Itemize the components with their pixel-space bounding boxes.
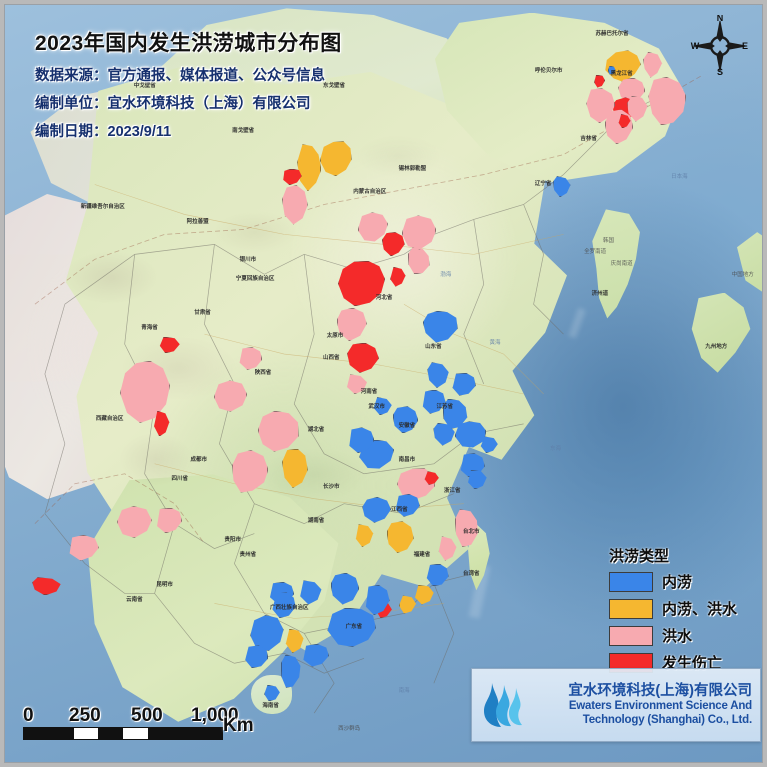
- water-droplet-wave-logo-icon: [472, 679, 534, 731]
- legend-swatch-waterlogging-and-flood: [609, 598, 653, 619]
- scale-tick-0: 0: [23, 705, 34, 726]
- legend-item-casualties[interactable]: 发生伤亡: [609, 652, 759, 673]
- compass-east-label: E: [742, 41, 748, 51]
- scale-tick-labels: 0 250 500 1,000: [23, 705, 245, 727]
- legend-title: 洪涝类型: [609, 548, 670, 565]
- scale-tick-2: 500: [131, 705, 163, 726]
- scale-unit-label: Km: [223, 715, 254, 736]
- company-name-en-line2: Technology (Shanghai) Co., Ltd.: [582, 713, 752, 726]
- company-name: 宜水环境科技(上海)有限公司 Ewaters Environment Scien…: [534, 683, 760, 727]
- subtitle-date: 编制日期：2023/9/11: [35, 124, 172, 140]
- legend-label-casualties: 发生伤亡: [662, 655, 723, 672]
- scale-bar: 0 250 500 1,000 Km: [23, 705, 254, 740]
- compass-south-label: S: [717, 67, 723, 77]
- north-arrow: N S E W: [690, 13, 750, 77]
- legend-label-waterlogging-and-flood: 内涝、洪水: [662, 601, 738, 618]
- page-title: 2023年国内发生洪涝城市分布图: [35, 32, 342, 55]
- compass-west-label: W: [691, 41, 700, 51]
- company-logo-box: 宜水环境科技(上海)有限公司 Ewaters Environment Scien…: [471, 668, 761, 742]
- company-name-en-line1: Ewaters Environment Science And: [568, 699, 752, 712]
- scale-tick-3: 1,000: [191, 705, 239, 726]
- legend-label-waterlogging: 内涝: [662, 574, 693, 591]
- legend-label-flood: 洪水: [662, 628, 693, 645]
- legend-item-waterlogging-and-flood[interactable]: 内涝、洪水: [609, 598, 759, 619]
- subtitle-data-source: 数据来源：官方通报、媒体报道、公众号信息: [35, 68, 325, 84]
- scale-track: [23, 727, 223, 740]
- title-block: 2023年国内发生洪涝城市分布图 数据来源：官方通报、媒体报道、公众号信息 编制…: [35, 27, 465, 141]
- subtitle-compiler: 编制单位：宜水环境科技（上海）有限公司: [35, 96, 311, 112]
- flood-region-patch[interactable]: [213, 380, 248, 412]
- legend-swatch-flood: [609, 625, 653, 646]
- company-name-cn: 宜水环境科技(上海)有限公司: [568, 682, 752, 699]
- legend-item-waterlogging[interactable]: 内涝: [609, 571, 759, 592]
- compass-north-label: N: [717, 15, 724, 23]
- legend-item-flood[interactable]: 洪水: [609, 625, 759, 646]
- legend-swatch-waterlogging: [609, 571, 653, 592]
- map-frame: 苏赫巴托尔省 东戈壁省 南戈壁省 中戈壁省 呼伦贝尔市 锡林郭勒盟 阿拉善盟 银川市 太原市 山西…: [4, 4, 763, 763]
- legend: 洪涝类型 内涝内涝、洪水洪水发生伤亡: [609, 545, 759, 679]
- scale-tick-1: 250: [69, 705, 101, 726]
